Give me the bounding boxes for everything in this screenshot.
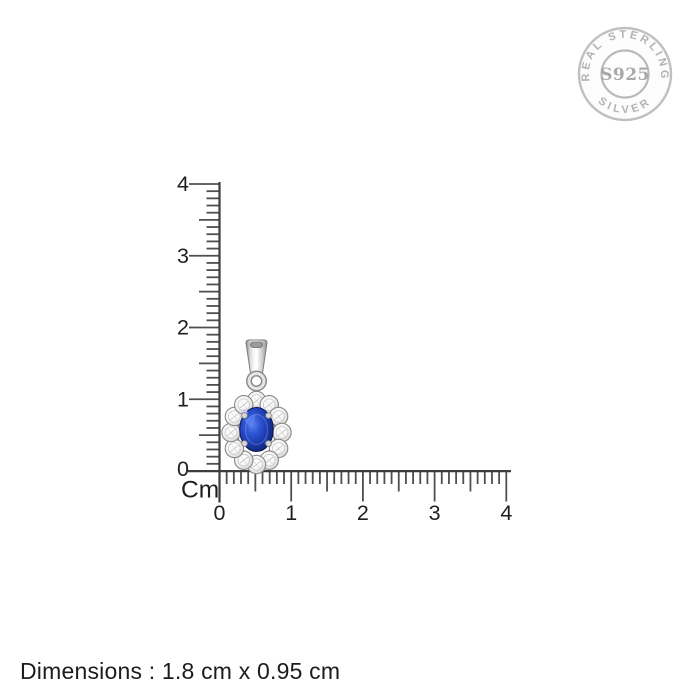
- pendant-image: [221, 339, 292, 475]
- ruler-h-label-4: 4: [500, 501, 512, 525]
- ruler-h-label-3: 3: [429, 501, 441, 525]
- ruler-h-label-2: 2: [357, 501, 369, 525]
- pendant-bail: [245, 339, 268, 374]
- ruler-vertical-ticks: [189, 183, 220, 472]
- stone-glint-2: [262, 432, 269, 445]
- pendant-prongs: [241, 412, 272, 447]
- badge-s925-label: S925: [600, 65, 650, 85]
- ruler-v-label-0: 0: [177, 457, 189, 481]
- sterling-silver-badge: REAL STERLING SILVER S925: [577, 26, 673, 122]
- ruler-v-label-2: 2: [177, 316, 189, 340]
- ruler-h-label-1: 1: [285, 501, 297, 525]
- ruler-h-label-0: 0: [214, 501, 226, 525]
- stone-glint: [244, 414, 256, 429]
- badge-inner-ring: [600, 49, 650, 99]
- ruler-unit-label: Cm: [181, 477, 219, 504]
- bail-slot: [250, 341, 263, 348]
- ruler-v-label-1: 1: [177, 387, 189, 411]
- dimensions-caption: Dimensions : 1.8 cm x 0.95 cm: [20, 658, 341, 684]
- ruler-v-label-3: 3: [177, 244, 189, 268]
- badge-outer-ring: [577, 26, 673, 122]
- pendant-jump-ring: [246, 370, 267, 392]
- ruler-v-label-4: 4: [177, 172, 189, 196]
- pendant-sapphire-stone: [239, 407, 274, 452]
